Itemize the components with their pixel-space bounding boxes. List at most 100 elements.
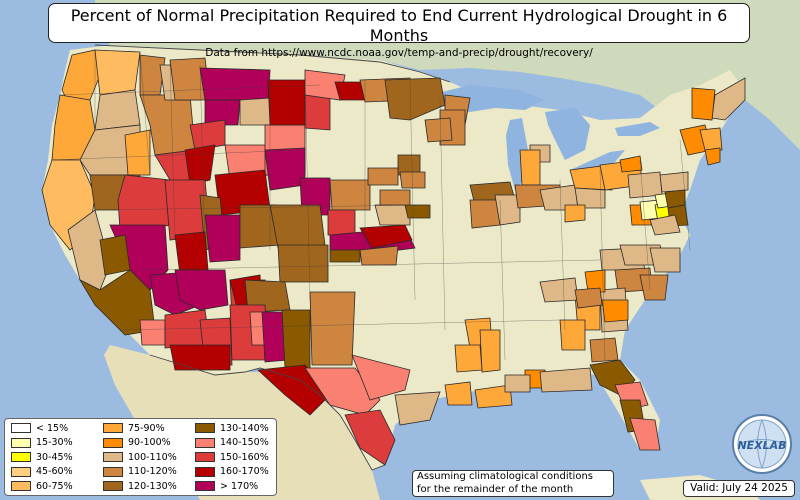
region-il-central <box>469 199 501 229</box>
legend-swatch <box>103 466 123 477</box>
legend-swatch <box>195 466 215 477</box>
region-nh-vt <box>691 87 716 121</box>
region-az-yuma <box>139 319 166 346</box>
legend-swatch <box>11 481 31 491</box>
legend-item: 130-140% <box>195 422 269 434</box>
region-tx-panhandle <box>277 244 329 283</box>
legend-swatch <box>195 423 215 433</box>
drought-regions <box>41 49 746 466</box>
region-ks-east <box>359 224 413 249</box>
region-la-north <box>454 344 483 373</box>
region-nd-east <box>334 81 366 101</box>
legend-label: 100-110% <box>128 451 177 463</box>
region-oh-central <box>574 187 606 209</box>
note-line-1: Assuming climatological conditions <box>417 471 593 482</box>
logo-text: NEXLAB <box>737 439 786 452</box>
legend-label: 150-160% <box>220 451 269 463</box>
lake-ontario <box>615 122 660 136</box>
region-tx-north <box>309 291 356 366</box>
region-ok-north <box>359 245 399 266</box>
region-tx-edwards <box>304 367 381 416</box>
region-ut-ne <box>184 144 216 186</box>
legend-swatch <box>103 481 123 491</box>
region-ia-west <box>379 189 411 206</box>
legend-swatch <box>11 437 31 448</box>
legend-swatch <box>103 423 123 433</box>
legend-item: > 170% <box>195 480 258 492</box>
region-tn <box>574 287 603 309</box>
region-nj <box>659 171 689 193</box>
region-sc-coast <box>639 274 669 301</box>
region-wi-central <box>424 117 453 143</box>
legend-swatch <box>11 423 31 433</box>
legend-item: 140-150% <box>195 437 269 449</box>
region-ma <box>699 127 723 151</box>
legend: < 15% 15-30% 30-45% 45-60% 60-75% 75-90% 90-10… <box>4 418 277 496</box>
legend-label: 45-60% <box>36 466 73 477</box>
legend-swatch <box>195 452 215 462</box>
legend-swatch <box>195 481 215 491</box>
region-fl-south <box>629 417 661 451</box>
legend-label: 120-130% <box>128 480 177 492</box>
region-ky-west <box>539 277 579 303</box>
legend-item: 120-130% <box>103 480 177 492</box>
region-ri <box>704 147 721 166</box>
region-ca-south <box>78 269 156 336</box>
region-tx-coast <box>394 391 441 426</box>
region-oh-east <box>564 204 586 223</box>
region-nd-south <box>304 94 331 131</box>
region-la-south <box>474 384 513 409</box>
legend-label: 15-30% <box>36 437 73 448</box>
region-tx-south <box>344 409 396 466</box>
region-ny-south <box>619 155 643 173</box>
legend-label: 110-120% <box>128 466 177 477</box>
region-or-east <box>124 129 151 176</box>
region-mt-north <box>199 67 271 101</box>
note-box: Assuming climatological conditions for t… <box>412 470 614 497</box>
region-ne-se <box>404 204 431 219</box>
legend-item: 100-110% <box>103 451 177 463</box>
region-nm-north <box>204 214 241 263</box>
legend-label: 140-150% <box>220 437 269 448</box>
legend-swatch <box>103 452 123 462</box>
legend-item: 45-60% <box>11 466 73 478</box>
region-az-south-2 <box>174 269 229 311</box>
legend-label: 75-90% <box>128 422 165 434</box>
region-ca-mojave <box>99 234 131 276</box>
title-box: Percent of Normal Precipitation Required… <box>48 3 750 59</box>
region-az-south-border <box>169 344 231 371</box>
legend-label: 130-140% <box>220 422 269 434</box>
region-mn-arrowhead <box>384 77 446 121</box>
legend-swatch <box>103 437 123 448</box>
legend-swatch <box>195 437 215 448</box>
region-ga-se <box>601 299 629 323</box>
region-mt-south <box>239 97 273 126</box>
us-mexico-border <box>149 354 386 471</box>
map-title: Percent of Normal Precipitation Required… <box>70 6 728 45</box>
region-tx-permian <box>281 309 311 371</box>
region-va-east <box>649 214 681 236</box>
region-il-north <box>519 149 541 186</box>
region-wa-east <box>94 89 141 131</box>
region-ca-central <box>67 209 111 291</box>
region-gulf-coast <box>539 367 593 393</box>
region-al-north <box>559 319 586 351</box>
note-line-2: for the remainder of the month <box>417 483 574 495</box>
valid-date: Valid: July 24 2025 <box>683 480 795 497</box>
legend-label: 90-100% <box>128 437 171 448</box>
region-ne-east <box>374 204 411 226</box>
legend-swatch <box>11 466 31 477</box>
region-al-gulf <box>504 374 531 393</box>
legend-item: 90-100% <box>103 437 171 449</box>
region-ne-ia <box>367 167 399 186</box>
region-ky-sw <box>584 269 606 293</box>
legend-swatch <box>11 452 31 462</box>
legend-label: 160-170% <box>220 466 269 477</box>
region-la-coast <box>444 381 473 406</box>
legend-item: 30-45% <box>11 451 73 463</box>
region-nc-east <box>649 247 681 273</box>
region-co-ne <box>264 147 306 191</box>
legend-label: 30-45% <box>36 451 73 463</box>
legend-item: 75-90% <box>103 422 165 434</box>
